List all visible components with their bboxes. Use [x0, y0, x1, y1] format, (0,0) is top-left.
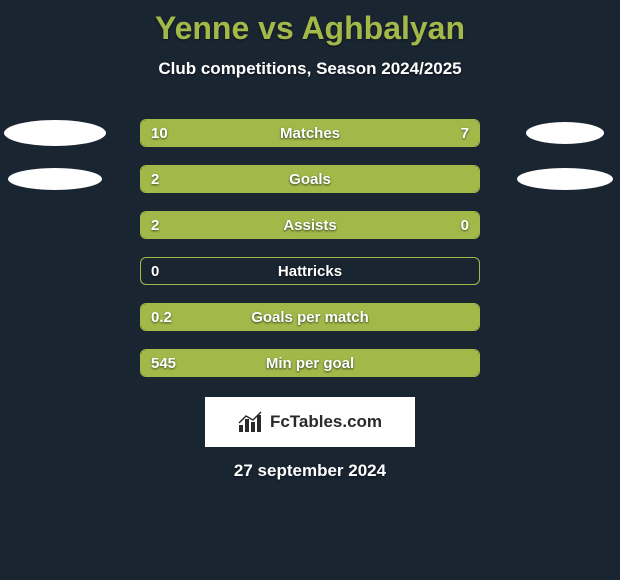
source-logo-box: FcTables.com — [205, 397, 415, 447]
stat-row: 0Hattricks — [0, 257, 620, 285]
stat-bar-fill — [141, 120, 479, 146]
stat-row: 545Min per goal — [0, 349, 620, 377]
player-left-marker — [0, 119, 110, 147]
stat-row: 2Goals — [0, 165, 620, 193]
page-subtitle: Club competitions, Season 2024/2025 — [0, 59, 620, 79]
stat-value-left: 545 — [151, 350, 176, 377]
stat-label: Hattricks — [141, 258, 479, 285]
stat-value-left: 10 — [151, 120, 168, 147]
stat-row: 20Assists — [0, 211, 620, 239]
stat-value-left: 0 — [151, 258, 159, 285]
stat-bar-fill — [141, 166, 479, 192]
stat-bar-left — [141, 212, 405, 238]
player-right-marker — [510, 119, 620, 147]
stat-bar-track: 0Hattricks — [140, 257, 480, 285]
stat-bar-track: 0.2Goals per match — [140, 303, 480, 331]
stat-value-right: 7 — [461, 120, 469, 147]
page-title: Yenne vs Aghbalyan — [0, 0, 620, 47]
stat-value-left: 2 — [151, 212, 159, 239]
stat-value-left: 2 — [151, 166, 159, 193]
stat-value-left: 0.2 — [151, 304, 172, 331]
date-text: 27 september 2024 — [0, 461, 620, 481]
stat-row: 107Matches — [0, 119, 620, 147]
stat-bar-track: 545Min per goal — [140, 349, 480, 377]
comparison-chart: 107Matches2Goals20Assists0Hattricks0.2Go… — [0, 119, 620, 377]
stat-bar-fill — [141, 304, 479, 330]
source-logo-text: FcTables.com — [270, 412, 382, 432]
player-right-marker — [510, 165, 620, 193]
bars-icon — [238, 411, 264, 433]
player-left-marker — [0, 165, 110, 193]
stat-row: 0.2Goals per match — [0, 303, 620, 331]
stat-bar-track: 2Goals — [140, 165, 480, 193]
stat-value-right: 0 — [461, 212, 469, 239]
stat-bar-fill — [141, 350, 479, 376]
stat-bar-track: 20Assists — [140, 211, 480, 239]
stat-bar-track: 107Matches — [140, 119, 480, 147]
